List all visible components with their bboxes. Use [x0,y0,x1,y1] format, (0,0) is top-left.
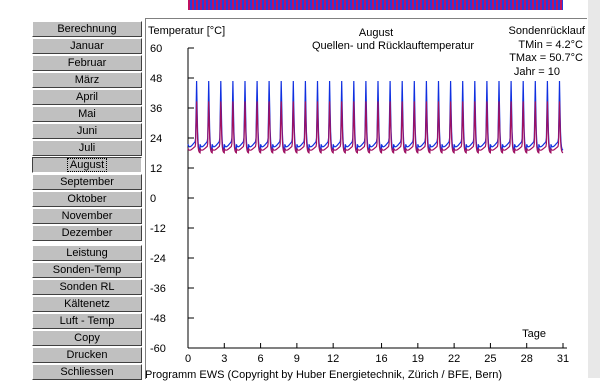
button-oktober[interactable]: Oktober [32,191,142,207]
series-return-line [187,101,564,154]
y-tick-label: -60 [150,343,166,355]
x-tick-label: 19 [412,353,424,365]
y-tick-label: 36 [150,103,162,115]
x-tick-label: 9 [294,353,300,365]
x-tick-label: 3 [221,353,227,365]
y-tick-label: 12 [150,163,162,175]
button-sonden-rl[interactable]: Sonden RL [32,279,142,295]
button-november[interactable]: November [32,208,142,224]
plot-panel: Temperatur [°C] August Quellen- und Rück… [145,18,587,379]
button-drucken-label: Drucken [66,349,108,361]
x-tick-label: 28 [521,353,533,365]
button-k-ltenetz-label: Kältenetz [64,298,110,310]
chart-plot-lines [187,80,564,154]
button-juli[interactable]: Juli [32,140,142,156]
x-tick-label: 12 [327,353,339,365]
button-januar-label: Januar [70,40,104,52]
x-axis-label: Tage [522,328,546,340]
button-januar[interactable]: Januar [32,38,142,54]
button-februar[interactable]: Februar [32,55,142,71]
button-september-label: September [60,176,114,188]
y-tick-label: 48 [150,73,162,85]
button-sonden-rl-label: Sonden RL [59,281,115,293]
button-leistung[interactable]: Leistung [32,245,142,261]
button-sonden-temp[interactable]: Sonden-Temp [32,262,142,278]
y-axis-label: Temperatur [°C] [148,25,225,37]
button-juni[interactable]: Juni [32,123,142,139]
button-k-ltenetz[interactable]: Kältenetz [32,296,142,312]
info-title: Sondenrücklauf [509,25,586,37]
button-april-label: April [75,91,98,103]
button-m-rz-label: März [74,74,100,86]
button-luft-temp-label: Luft - Temp [59,315,115,327]
button-mai[interactable]: Mai [32,106,142,122]
y-tick-label: -12 [150,223,166,235]
y-tick-label: -36 [150,283,166,295]
button-berechnung-label: Berechnung [57,23,117,35]
button-leistung-label: Leistung [66,247,108,259]
y-tick-label: 60 [150,43,162,55]
previous-plot-strip [188,0,563,10]
button-berechnung[interactable]: Berechnung [32,21,142,37]
button-oktober-label: Oktober [67,193,107,205]
temperature-chart: Temperatur [°C] August Quellen- und Rück… [148,25,586,365]
button-schliessen-label: Schliessen [60,366,114,378]
x-tick-label: 6 [258,353,264,365]
button-juni-label: Juni [76,125,98,137]
sidebar: Berechnung Januar Februar März April Mai Juni J… [0,0,145,381]
y-tick-label: -48 [150,313,166,325]
x-tick-label: 22 [448,353,460,365]
footer-copyright: Programm EWS (Copyright by Huber Energie… [145,369,503,381]
scrollbar-rail[interactable] [588,0,600,378]
info-tmax: TMax = 50.7°C [509,52,583,64]
x-tick-label: 16 [375,353,387,365]
button-dezember-label: Dezember [61,227,113,239]
button-m-rz[interactable]: März [32,72,142,88]
x-tick-label: 0 [185,353,191,365]
y-tick-label: 0 [150,193,156,205]
y-tick-label: -24 [150,253,166,265]
button-februar-label: Februar [67,57,107,69]
button-juli-label: Juli [78,142,96,154]
button-august-label: August [66,158,108,172]
button-sonden-temp-label: Sonden-Temp [52,264,122,276]
info-jahr: Jahr = 10 [514,66,560,78]
button-mai-label: Mai [78,108,96,120]
button-april[interactable]: April [32,89,142,105]
y-tick-label: 24 [150,133,162,145]
x-tick-label: 25 [484,353,496,365]
chart-title: Quellen- und Rücklauftemperatur [312,40,474,52]
chart-title-month: August [359,27,393,39]
button-september[interactable]: September [32,174,142,190]
button-november-label: November [61,210,113,222]
button-dezember[interactable]: Dezember [32,225,142,241]
x-tick-label: 31 [557,353,569,365]
button-copy-label: Copy [74,332,100,344]
button-drucken[interactable]: Drucken [32,347,142,363]
info-tmin: TMin = 4.2°C [518,39,583,51]
button-august[interactable]: August [32,157,142,173]
button-column: Berechnung Januar Februar März April Mai Juni J… [32,21,142,381]
button-copy[interactable]: Copy [32,330,142,346]
button-luft-temp[interactable]: Luft - Temp [32,313,142,329]
